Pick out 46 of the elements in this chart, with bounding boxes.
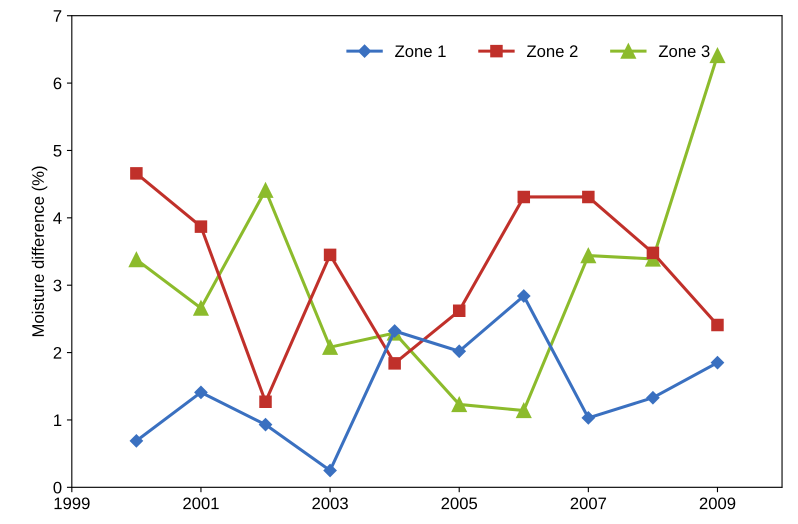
y-tick-label: 4 bbox=[53, 212, 62, 224]
y-tick-label: 0 bbox=[53, 482, 62, 494]
point bbox=[452, 344, 466, 358]
point bbox=[710, 48, 726, 64]
point bbox=[324, 248, 336, 262]
point bbox=[646, 246, 660, 260]
y-tick-label: 7 bbox=[54, 10, 62, 22]
point bbox=[128, 252, 144, 268]
legend-label: Zone 1 bbox=[395, 45, 446, 58]
point bbox=[582, 411, 595, 425]
point bbox=[516, 402, 532, 418]
point bbox=[388, 357, 401, 370]
x-tick-label: 2009 bbox=[700, 497, 736, 510]
x-tick-label: 2003 bbox=[312, 497, 348, 510]
point bbox=[322, 340, 338, 355]
x-tick-label: 2005 bbox=[442, 497, 478, 510]
point bbox=[194, 220, 208, 233]
point bbox=[258, 182, 274, 198]
point bbox=[580, 248, 596, 264]
point bbox=[646, 391, 660, 404]
point bbox=[452, 304, 466, 318]
point bbox=[130, 434, 143, 448]
x-tick-label: 2001 bbox=[183, 497, 219, 510]
legend-label: Zone 3 bbox=[658, 45, 710, 58]
y-tick-label: 6 bbox=[54, 77, 62, 90]
point bbox=[452, 396, 467, 412]
point bbox=[710, 356, 724, 370]
y-tick-label: 1 bbox=[54, 414, 62, 426]
point bbox=[711, 318, 724, 332]
x-tick-label: 2007 bbox=[570, 497, 606, 510]
x-tick-label: 1999 bbox=[54, 497, 90, 510]
y-axis-title: Moisture difference (%) bbox=[32, 166, 48, 336]
point bbox=[388, 324, 402, 338]
point bbox=[259, 396, 272, 408]
y-tick-label: 3 bbox=[53, 280, 62, 292]
point bbox=[193, 300, 209, 316]
point bbox=[582, 190, 595, 204]
legend-label: Zone 2 bbox=[526, 45, 578, 58]
point bbox=[517, 289, 530, 303]
point bbox=[194, 386, 208, 399]
point bbox=[323, 464, 337, 478]
y-tick-label: 2 bbox=[54, 346, 62, 359]
point bbox=[518, 190, 530, 204]
y-tick-label: 5 bbox=[53, 145, 62, 157]
point bbox=[258, 418, 272, 432]
point bbox=[130, 167, 143, 180]
